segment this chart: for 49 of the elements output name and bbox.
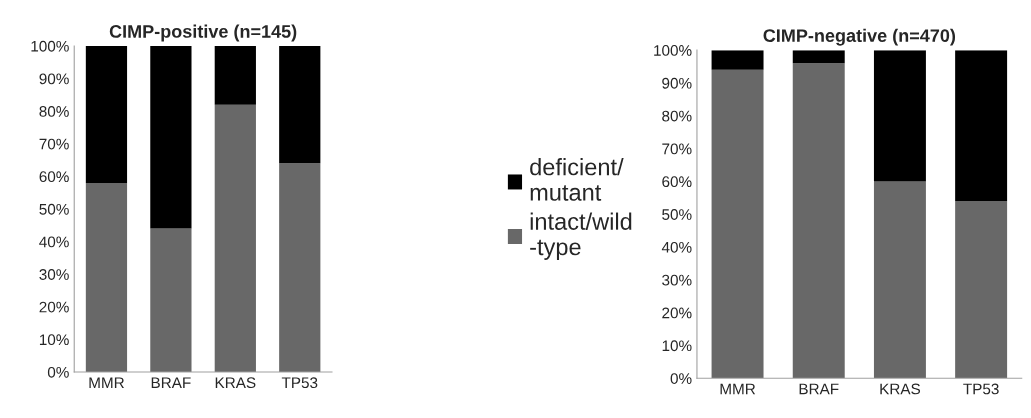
- y-tick-label: 70%: [662, 143, 692, 155]
- y-tick-label: 20%: [662, 307, 692, 319]
- y-tick-label: 0%: [670, 373, 692, 384]
- x-tick-label: MMR: [89, 377, 124, 388]
- y-tick-label: 100%: [31, 40, 69, 52]
- y-tick-label: 30%: [39, 269, 69, 280]
- y-tick-label: 10%: [662, 340, 692, 352]
- y-tick-label: 50%: [39, 203, 69, 215]
- chart-title: CIMP-negative (n=470): [763, 28, 956, 46]
- x-tick-label: TP53: [963, 383, 999, 395]
- x-tick-label: KRAS: [880, 383, 921, 395]
- y-tick-label: 40%: [39, 236, 69, 248]
- bar: [792, 63, 845, 379]
- chart-title: CIMP-positive (n=145): [109, 24, 297, 42]
- y-tick-label: 60%: [662, 176, 692, 188]
- x-tick-label: MMR: [720, 383, 756, 395]
- y-tick-label: 10%: [39, 334, 69, 346]
- bar: [150, 45, 192, 229]
- y-tick-label: 0%: [47, 366, 69, 378]
- bar: [873, 181, 926, 379]
- y-tick-label: 50%: [662, 209, 692, 220]
- bar: [792, 50, 845, 64]
- bar: [711, 50, 764, 70]
- bar: [279, 45, 321, 164]
- x-tick-label: TP53: [281, 377, 318, 389]
- y-tick-label: 100%: [654, 45, 692, 56]
- x-tick-label: KRAS: [215, 377, 256, 389]
- y-tick-label: 20%: [39, 301, 69, 313]
- y-tick-label: 80%: [662, 110, 692, 122]
- y-tick-label: 80%: [39, 106, 69, 117]
- bar: [711, 69, 764, 379]
- bar: [85, 182, 128, 373]
- x-tick-label: BRAF: [151, 377, 191, 388]
- bar: [873, 50, 926, 182]
- y-tick-label: 60%: [39, 171, 69, 183]
- y-tick-label: 30%: [662, 274, 692, 286]
- y-tick-label: 70%: [39, 138, 69, 150]
- bar: [85, 45, 128, 183]
- y-tick-label: 40%: [661, 241, 692, 253]
- bar: [279, 163, 321, 373]
- y-tick-label: 90%: [662, 77, 692, 89]
- legend-label: intact/wild -type: [530, 212, 632, 260]
- x-tick-label: BRAF: [799, 383, 839, 395]
- bar: [214, 45, 256, 105]
- bar: [214, 104, 256, 373]
- bar: [955, 201, 1008, 379]
- bar: [955, 50, 1008, 202]
- y-tick-label: 90%: [39, 73, 69, 85]
- bar: [150, 228, 192, 373]
